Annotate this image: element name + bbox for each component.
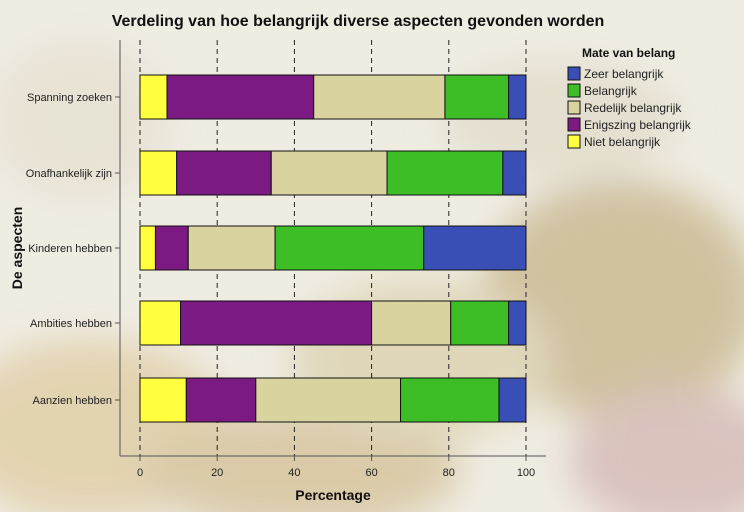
legend-swatch: [567, 66, 581, 81]
bar-segment: [371, 300, 452, 346]
legend-label: Enigszing belangrijk: [584, 118, 692, 132]
category-label: Onafhankelijk zijn: [26, 168, 112, 180]
x-tick-label: 100: [517, 467, 535, 479]
bar-segment: [176, 150, 272, 196]
bars: [139, 74, 527, 423]
legend-label: Niet belangrijk: [584, 135, 661, 149]
bar-segment: [139, 300, 182, 346]
category-label: Spanning zoeken: [27, 92, 112, 104]
bar-segment: [498, 377, 527, 423]
bar-segment: [313, 74, 446, 120]
bar-segment: [400, 377, 500, 423]
bar-segment: [508, 74, 527, 120]
bar-segment: [166, 74, 315, 120]
x-axis-title: Percentage: [295, 487, 371, 503]
bar-segment: [274, 225, 425, 271]
x-tick-label: 20: [211, 467, 223, 479]
bar-segment: [450, 300, 510, 346]
chart-title: Verdeling van hoe belangrijk diverse asp…: [112, 13, 605, 30]
legend-label: Belangrijk: [584, 84, 638, 98]
x-tick-labels: 0 20 40 60 80 100: [137, 456, 535, 479]
legend-swatch: [567, 83, 581, 98]
bar-segment: [270, 150, 388, 196]
legend-swatch: [567, 117, 581, 132]
legend-title: Mate van belang: [582, 46, 675, 60]
bar-segment: [139, 150, 178, 196]
y-axis-title: De aspecten: [9, 207, 25, 289]
bar-segment: [154, 225, 189, 271]
category-label: Aanzien hebben: [32, 395, 112, 407]
bar-segment: [139, 74, 168, 120]
x-tick-label: 60: [365, 467, 377, 479]
legend-label: Redelijk belangrijk: [584, 101, 682, 115]
bar-segment: [139, 377, 187, 423]
x-tick-label: 40: [288, 467, 300, 479]
bar-segment: [423, 225, 527, 271]
category-label: Kinderen hebben: [28, 243, 112, 255]
x-tick-label: 0: [137, 467, 143, 479]
bar-segment: [187, 225, 276, 271]
legend: Mate van belang Zeer belangrijk Belangrij…: [567, 46, 692, 149]
bar-segment: [185, 377, 257, 423]
legend-label: Zeer belangrijk: [584, 67, 664, 81]
x-tick-label: 80: [443, 467, 455, 479]
category-label: Ambities hebben: [30, 318, 112, 330]
bar-segment: [502, 150, 527, 196]
bar-segment: [386, 150, 504, 196]
legend-swatch: [567, 100, 581, 115]
legend-swatch: [567, 134, 581, 149]
category-labels: Spanning zoeken Onafhankelijk zijn Kindere…: [26, 92, 120, 407]
bar-segment: [180, 300, 373, 346]
bar-segment: [444, 74, 510, 120]
bar-segment: [255, 377, 402, 423]
bar-segment: [139, 225, 156, 271]
bar-segment: [508, 300, 527, 346]
